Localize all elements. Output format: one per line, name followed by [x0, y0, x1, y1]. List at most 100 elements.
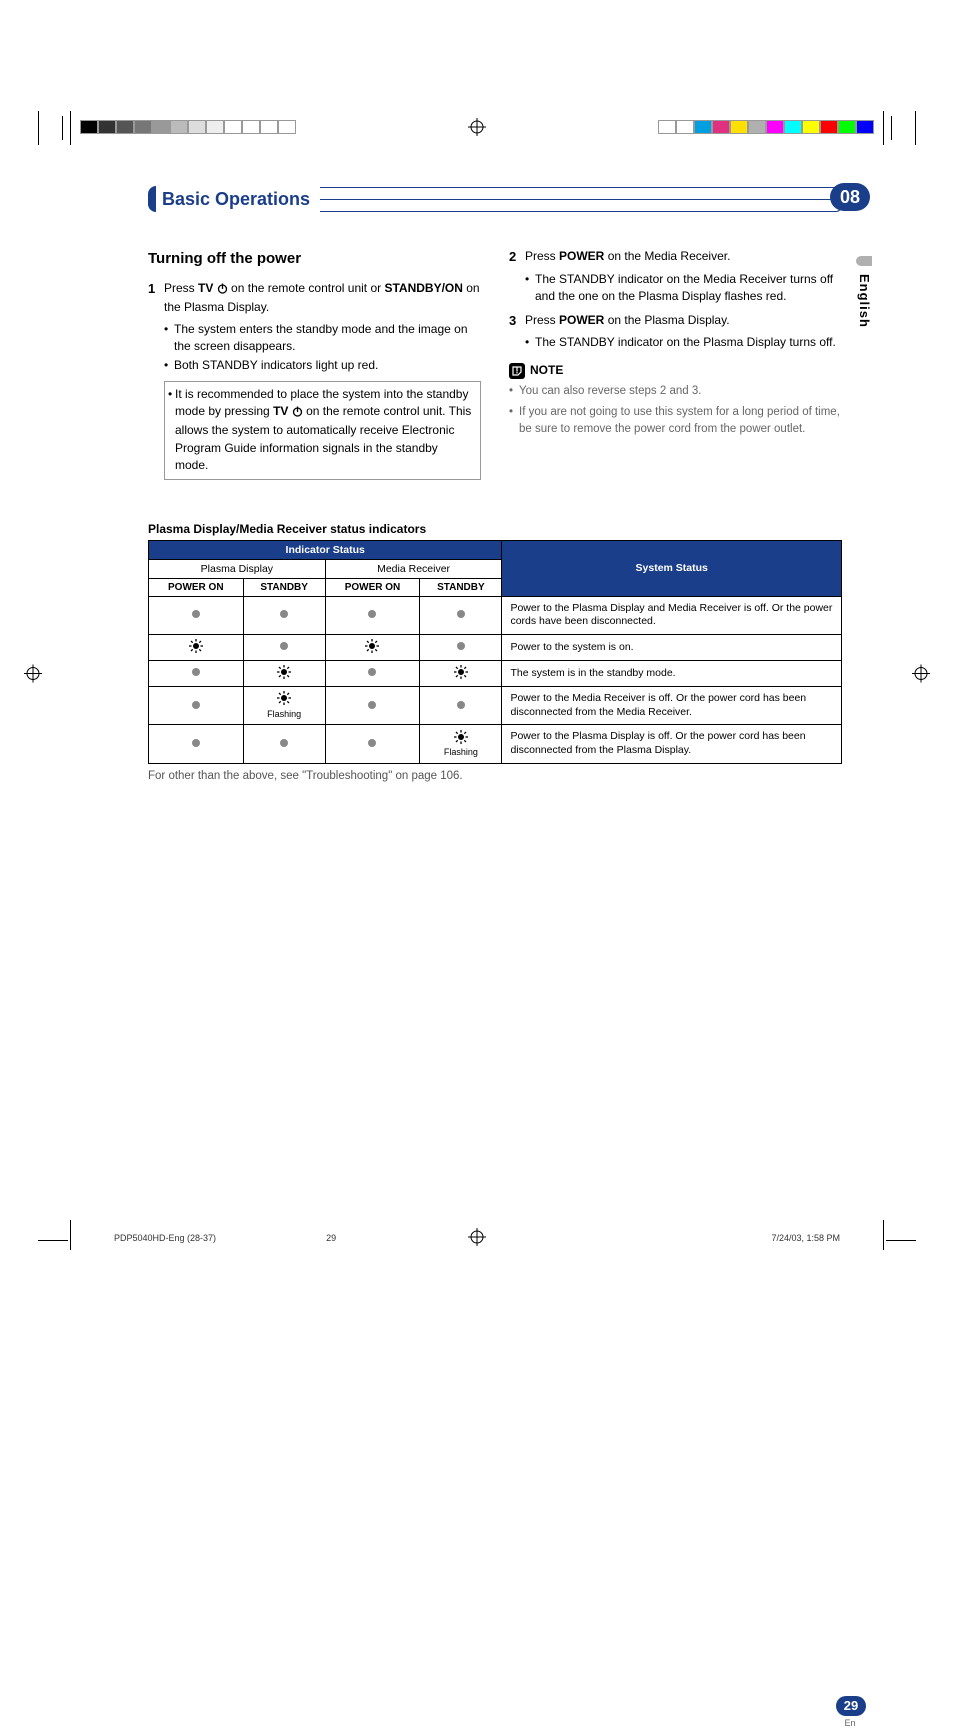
power-icon — [217, 282, 228, 299]
table-row: Flashing Power to the Plasma Display is o… — [149, 725, 842, 763]
page-number: 29 En — [836, 1696, 866, 1728]
language-tab: English — [855, 256, 872, 328]
indicator-on-icon — [454, 730, 468, 744]
footer-page: 29 — [326, 1233, 336, 1243]
status-description: Power to the Plasma Display and Media Re… — [502, 596, 842, 634]
section-title: Turning off the power — [148, 248, 481, 270]
indicator-on-icon — [277, 691, 291, 705]
chapter-title: Basic Operations — [156, 186, 320, 212]
note-icon — [509, 363, 525, 379]
bullet-item: The STANDBY indicator on the Media Recei… — [525, 271, 842, 306]
bullet-item: The STANDBY indicator on the Plasma Disp… — [525, 334, 842, 351]
indicator-off-icon — [457, 701, 465, 709]
chapter-number: 08 — [830, 183, 870, 211]
center-registration-top — [468, 118, 486, 136]
indicator-cell — [325, 660, 420, 686]
step-2-bullets: The STANDBY indicator on the Media Recei… — [525, 271, 842, 306]
color-bar-right — [658, 120, 874, 134]
step-text: Press POWER on the Media Receiver. — [525, 248, 842, 267]
table-row: Power to the Plasma Display and Media Re… — [149, 596, 842, 634]
right-column: 2 Press POWER on the Media Receiver. The… — [509, 248, 842, 480]
indicator-on-icon — [365, 639, 379, 653]
step-number: 2 — [509, 248, 525, 267]
table-row: Flashing Power to the Media Receiver is o… — [149, 686, 842, 724]
step-3: 3 Press POWER on the Plasma Display. — [509, 312, 842, 331]
indicator-cell — [325, 725, 420, 763]
indicator-cell — [420, 686, 502, 724]
language-label: English — [857, 274, 872, 328]
page-number-lang: En — [836, 1718, 866, 1728]
indicator-cell: Flashing — [243, 686, 325, 724]
table-header-system: System Status — [502, 540, 842, 596]
indicator-off-icon — [192, 701, 200, 709]
indicator-cell — [149, 660, 244, 686]
power-icon — [292, 405, 303, 422]
chapter-header: Basic Operations 08 — [148, 186, 842, 212]
indicator-cell — [420, 596, 502, 634]
footer-metadata: PDP5040HD-Eng (28-37) 29 7/24/03, 1:58 P… — [114, 1233, 840, 1243]
indicator-cell — [243, 725, 325, 763]
table-col-standby: STANDBY — [420, 578, 502, 596]
side-registration-left — [24, 664, 42, 687]
page-number-value: 29 — [836, 1696, 866, 1716]
indicator-cell — [325, 686, 420, 724]
indicator-cell — [325, 634, 420, 660]
footer-timestamp: 7/24/03, 1:58 PM — [771, 1233, 840, 1243]
table-header-indicator: Indicator Status — [149, 540, 502, 559]
indicator-cell — [243, 660, 325, 686]
indicator-cell — [149, 686, 244, 724]
side-registration-right — [912, 664, 930, 687]
indicator-on-icon — [277, 665, 291, 679]
tip-box: It is recommended to place the system in… — [164, 381, 481, 480]
note-header: NOTE — [509, 362, 842, 379]
indicator-off-icon — [368, 610, 376, 618]
flashing-label: Flashing — [250, 710, 319, 720]
step-2: 2 Press POWER on the Media Receiver. — [509, 248, 842, 267]
indicator-cell — [243, 596, 325, 634]
note-item: If you are not going to use this system … — [509, 404, 842, 437]
table-subheader-media: Media Receiver — [325, 559, 502, 578]
indicator-off-icon — [457, 642, 465, 650]
indicator-cell — [325, 596, 420, 634]
note-list: You can also reverse steps 2 and 3. If y… — [509, 383, 842, 437]
indicator-on-icon — [454, 665, 468, 679]
indicator-cell — [149, 634, 244, 660]
left-column: Turning off the power 1 Press TV on the … — [148, 248, 481, 480]
step-3-bullets: The STANDBY indicator on the Plasma Disp… — [525, 334, 842, 351]
step-number: 1 — [148, 280, 164, 317]
indicator-off-icon — [280, 739, 288, 747]
indicator-off-icon — [457, 610, 465, 618]
indicator-cell — [243, 634, 325, 660]
note-item: You can also reverse steps 2 and 3. — [509, 383, 842, 400]
bullet-item: The system enters the standby mode and t… — [164, 321, 481, 356]
table-row: The system is in the standby mode. — [149, 660, 842, 686]
table-col-power-on: POWER ON — [325, 578, 420, 596]
indicator-off-icon — [280, 642, 288, 650]
indicator-cell — [149, 725, 244, 763]
note-label: NOTE — [530, 362, 563, 379]
indicator-off-icon — [280, 610, 288, 618]
indicator-off-icon — [192, 610, 200, 618]
step-text: Press POWER on the Plasma Display. — [525, 312, 842, 331]
flashing-label: Flashing — [426, 748, 495, 758]
indicator-off-icon — [192, 668, 200, 676]
status-indicator-table: Indicator Status System Status Plasma Di… — [148, 540, 842, 764]
status-description: The system is in the standby mode. — [502, 660, 842, 686]
step-text: Press TV on the remote control unit or S… — [164, 280, 481, 317]
step-1-bullets: The system enters the standby mode and t… — [164, 321, 481, 375]
indicator-cell — [149, 596, 244, 634]
table-col-standby: STANDBY — [243, 578, 325, 596]
indicator-on-icon — [189, 639, 203, 653]
indicator-off-icon — [368, 739, 376, 747]
indicator-cell — [420, 634, 502, 660]
step-1: 1 Press TV on the remote control unit or… — [148, 280, 481, 317]
status-description: Power to the Plasma Display is off. Or t… — [502, 725, 842, 763]
color-bar-left — [80, 120, 296, 134]
status-description: Power to the Media Receiver is off. Or t… — [502, 686, 842, 724]
bullet-item: Both STANDBY indicators light up red. — [164, 357, 481, 374]
table-col-power-on: POWER ON — [149, 578, 244, 596]
table-subheader-plasma: Plasma Display — [149, 559, 326, 578]
indicator-cell — [420, 660, 502, 686]
table-row: Power to the system is on. — [149, 634, 842, 660]
indicator-off-icon — [368, 668, 376, 676]
